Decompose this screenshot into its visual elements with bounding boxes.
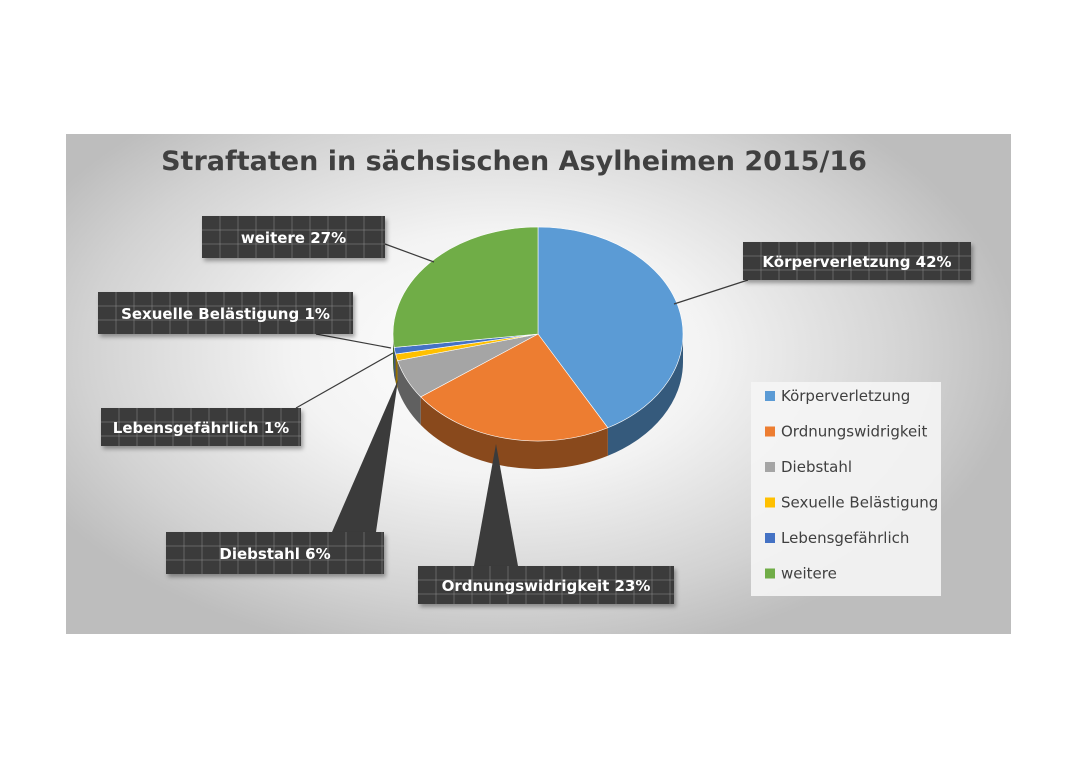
callout-pointer-1 [474, 444, 518, 566]
data-label: Lebensgefährlich 1% [113, 419, 289, 437]
legend-label: Diebstahl [781, 458, 852, 476]
legend-swatch [765, 533, 775, 543]
callout-box-4 [101, 408, 301, 446]
callout-box-5 [202, 216, 385, 258]
data-label: Ordnungswidrigkeit 23% [442, 577, 651, 595]
pie-side-2 [397, 360, 421, 425]
callout-5: weitere 27% [202, 216, 385, 258]
chart-title: Straftaten in sächsischen Asylheimen 201… [161, 146, 867, 177]
legend-label: Ordnungswidrigkeit [781, 423, 927, 441]
callout-0: Körperverletzung 42% [743, 242, 971, 280]
legend-swatch [765, 426, 775, 437]
callout-box-1 [418, 566, 674, 604]
legend-label: Lebensgefährlich [781, 529, 909, 547]
callout-3: Sexuelle Belästigung 1% [98, 292, 353, 334]
legend-swatch [765, 391, 775, 401]
callout-pointer-2 [332, 380, 398, 532]
leader-line-0 [673, 279, 749, 305]
data-label: Sexuelle Belästigung 1% [121, 305, 330, 323]
pie-slice-weitere [392, 226, 539, 348]
pie-chart: Straftaten in sächsischen Asylheimen 201… [98, 146, 971, 604]
pie-side-1 [420, 396, 608, 470]
legend-label: weitere [781, 565, 837, 583]
callout-4: Lebensgefährlich 1% [101, 408, 301, 446]
leader-lines [295, 243, 749, 566]
legend-label: Sexuelle Belästigung [781, 494, 938, 512]
pie-side-5 [393, 334, 395, 376]
pie-slice-körperverletzung [537, 226, 684, 429]
pie-side-3 [395, 354, 398, 389]
legend-background [751, 382, 941, 596]
callout-box-3 [98, 292, 353, 334]
leader-line-4 [295, 352, 394, 409]
legend: Körperverletzung Ordnungswidrigkeit Diebst… [751, 382, 941, 596]
legend-label: Körperverletzung [781, 387, 910, 405]
data-label: weitere 27% [241, 229, 346, 247]
pie-side-0 [607, 334, 683, 456]
leader-line-5 [384, 243, 435, 263]
pie-top-layer [392, 226, 684, 442]
legend-swatch [765, 462, 775, 472]
callout-1: Ordnungswidrigkeit 23% [418, 566, 674, 604]
data-label: Diebstahl 6% [219, 545, 330, 563]
chart-panel: Straftaten in sächsischen Asylheimen 201… [66, 134, 1011, 634]
pie-slice-ordnungswidrigkeit [420, 333, 609, 442]
callout-2: Diebstahl 6% [166, 532, 384, 574]
callout-box-0 [743, 242, 971, 280]
legend-swatch [765, 497, 775, 508]
data-label: Körperverletzung 42% [762, 253, 951, 271]
pie-depth-layer [393, 334, 683, 470]
legend-swatch [765, 568, 775, 579]
pie-side-4 [394, 347, 396, 383]
leader-line-3 [315, 333, 392, 349]
callout-labels: Körperverletzung 42% Ordnungswidrigkeit 2… [98, 216, 971, 604]
